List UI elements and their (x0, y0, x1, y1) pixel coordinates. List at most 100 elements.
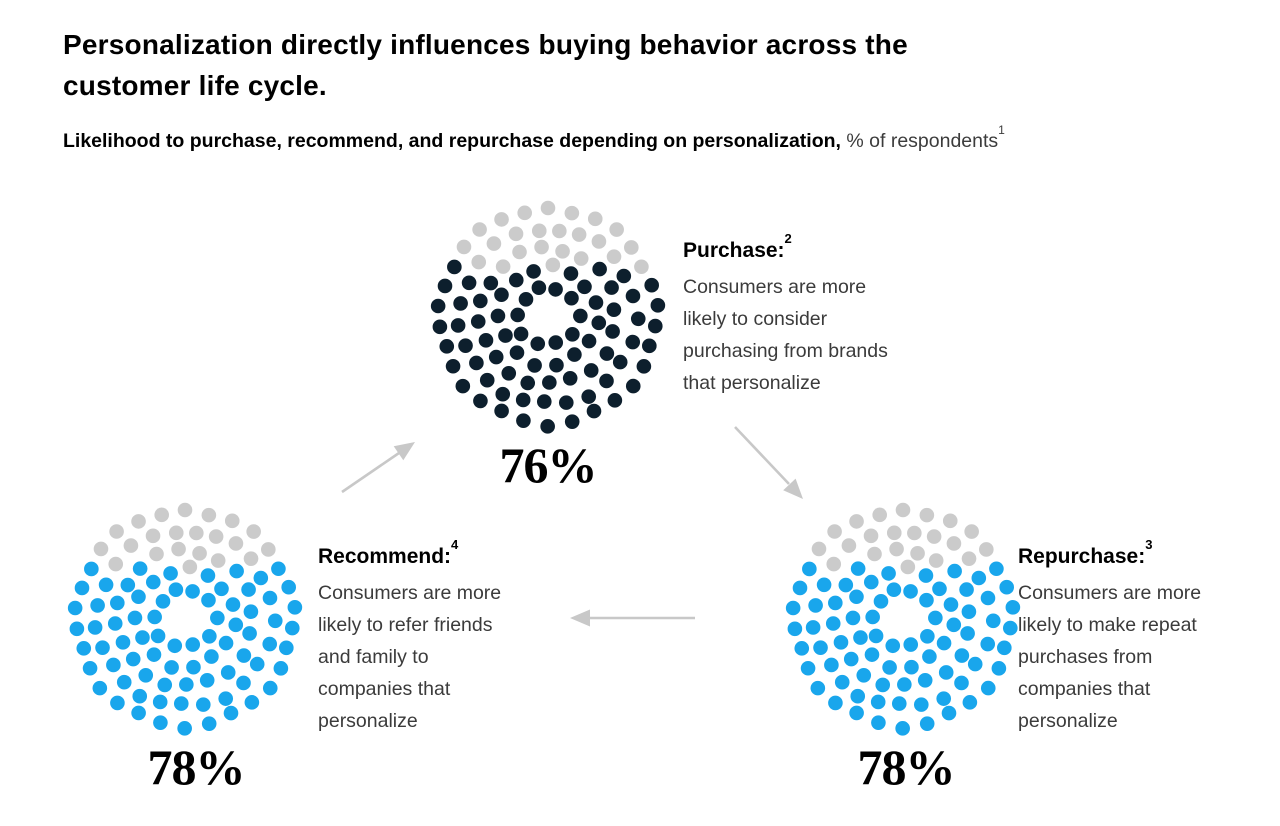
filled-dot (110, 595, 125, 611)
filled-dot (849, 589, 864, 605)
purchase-info-block: Purchase:2 Consumers are more likely to … (683, 232, 935, 399)
filled-dot (116, 674, 132, 690)
filled-dot (186, 659, 201, 675)
remainder-dot (900, 559, 916, 575)
remainder-dot (545, 257, 561, 273)
filled-dot (455, 378, 471, 394)
filled-dot (228, 617, 244, 633)
filled-dot (581, 389, 597, 404)
filled-dot (625, 288, 641, 304)
remainder-dot (168, 525, 184, 541)
filled-dot (437, 278, 453, 294)
filled-dot (967, 656, 983, 672)
filled-dot (549, 357, 564, 373)
filled-dot (201, 592, 216, 608)
remainder-dot (910, 546, 925, 561)
filled-dot (588, 295, 604, 310)
filled-dot (199, 673, 215, 688)
filled-dot (808, 598, 823, 613)
filled-dot (871, 715, 886, 730)
purchase-description: Consumers are more likely to consider pu… (683, 276, 888, 394)
filled-dot (650, 298, 666, 313)
remainder-dot (131, 514, 146, 529)
filled-dot (470, 314, 486, 329)
filled-dot (488, 349, 504, 365)
remainder-dot (591, 234, 607, 249)
filled-dot (74, 580, 90, 596)
filled-dot (873, 594, 889, 609)
filled-dot (242, 626, 257, 641)
remainder-dot (964, 524, 979, 539)
remainder-dot (495, 259, 511, 274)
repurchase-description: Consumers are more likely to make repeat… (1018, 582, 1202, 732)
filled-dot (875, 677, 891, 693)
filled-dot (959, 582, 974, 597)
filled-dot (494, 403, 509, 419)
remainder-dot (886, 525, 902, 541)
remainder-dot (456, 239, 472, 255)
filled-dot (816, 577, 832, 593)
filled-dot (95, 640, 110, 655)
repurchase-info-block: Repurchase:3 Consumers are more likely t… (1018, 538, 1270, 737)
filled-dot (850, 561, 866, 576)
filled-dot (787, 621, 803, 637)
filled-dot (864, 647, 880, 662)
filled-dot (928, 610, 943, 626)
repurchase-footnote-marker: 3 (1145, 537, 1153, 553)
filled-dot (985, 613, 1001, 629)
filled-dot (918, 568, 934, 583)
remainder-dot (154, 507, 169, 523)
filled-dot (856, 667, 872, 683)
filled-dot (229, 563, 244, 579)
filled-dot (214, 581, 229, 597)
remainder-dot (261, 542, 276, 557)
filled-dot (800, 660, 816, 676)
filled-dot (991, 661, 1007, 676)
purchase-footnote-marker: 2 (784, 231, 792, 247)
filled-dot (606, 302, 622, 317)
filled-dot (163, 566, 178, 581)
filled-dot (805, 620, 821, 635)
filled-dot (498, 328, 513, 343)
filled-dot (824, 657, 839, 673)
filled-dot (494, 287, 509, 303)
filled-dot (432, 319, 448, 335)
remainder-dot (512, 244, 527, 260)
filled-dot (490, 308, 506, 324)
recommend-info-block: Recommend:4 Consumers are more likely to… (318, 538, 570, 737)
filled-dot (167, 638, 183, 654)
remainder-dot (552, 223, 567, 239)
filled-dot (897, 677, 912, 692)
filled-dot (980, 680, 996, 696)
filled-dot (922, 649, 937, 664)
filled-dot (895, 721, 910, 736)
purchase-heading-text: Purchase: (683, 239, 785, 262)
recommend-percent-label: 78% (147, 739, 246, 795)
filled-dot (157, 677, 173, 693)
filled-dot (526, 264, 541, 279)
filled-dot (131, 705, 146, 721)
filled-dot (625, 334, 641, 350)
filled-dot (828, 695, 843, 711)
chart-subtitle: Likelihood to purchase, recommend, and r… (63, 124, 1005, 154)
remainder-dot (471, 254, 487, 270)
remainder-dot (224, 513, 240, 529)
filled-dot (210, 610, 225, 626)
filled-dot (833, 635, 849, 650)
filled-dot (450, 318, 466, 333)
filled-dot (932, 581, 947, 597)
remainder-dot (177, 502, 193, 518)
recommend-heading: Recommend:4 (318, 538, 570, 570)
remainder-dot (145, 528, 161, 544)
remainder-dot (246, 524, 261, 539)
remainder-dot (849, 514, 864, 529)
filled-dot (868, 628, 884, 644)
filled-dot (271, 561, 286, 577)
filled-dot (838, 577, 854, 593)
filled-dot (581, 333, 597, 349)
filled-dot (825, 616, 841, 631)
remainder-dot (564, 205, 580, 221)
filled-dot (599, 346, 615, 361)
filled-dot (223, 705, 239, 721)
filled-dot (153, 715, 168, 730)
